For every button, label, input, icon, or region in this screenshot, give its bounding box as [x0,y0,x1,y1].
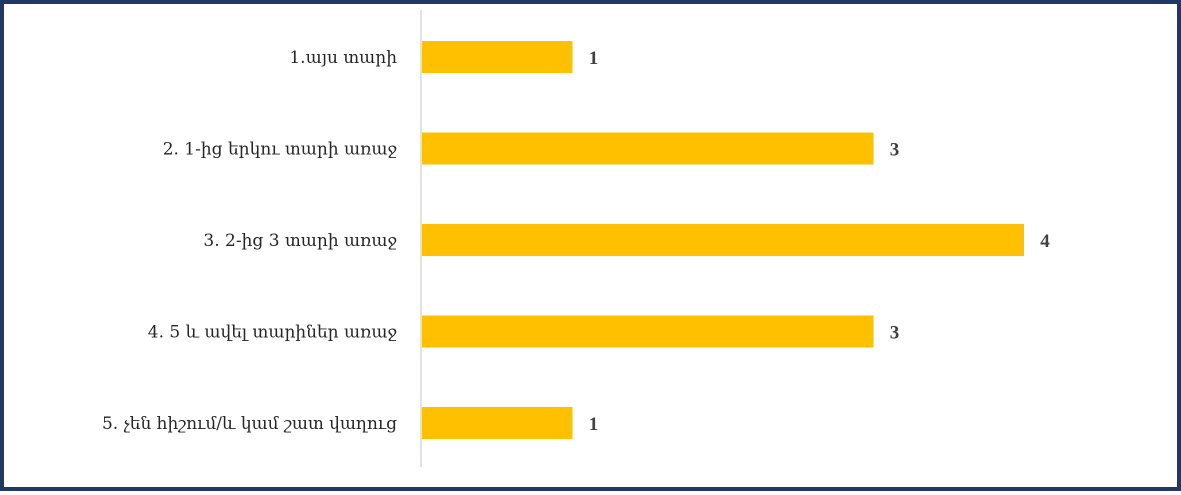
data-label-1: 1 [589,48,599,69]
category-label-3: 3. 2-ից 3 տարի առաջ [203,231,397,251]
bar-4 [422,315,874,348]
data-label-5: 1 [589,414,599,435]
category-label-1: 1.այս տարի [289,48,397,68]
data-label-4: 3 [890,323,900,344]
category-label-4: 4. 5 և ավել տարիներ առաջ [148,323,397,343]
bars-group [422,41,1024,439]
category-label-2: 2. 1-ից երկու տարի առաջ [163,140,397,160]
category-labels-group: 1.այս տարի 2. 1-ից երկու տարի առաջ 3. 2-ից… [102,48,397,434]
bar-chart: 1.այս տարի 2. 1-ից երկու տարի առաջ 3. 2-ից… [102,10,1051,467]
category-label-5: 5. չեն հիշում/և կամ շատ վաղուց [102,414,397,434]
bar-3 [422,224,1024,256]
bar-1 [422,41,573,73]
bar-5 [422,407,573,439]
value-labels-group: 1 3 4 3 1 [589,48,1051,435]
data-label-2: 3 [890,140,900,161]
data-label-3: 4 [1040,231,1050,252]
bar-2 [422,132,874,165]
